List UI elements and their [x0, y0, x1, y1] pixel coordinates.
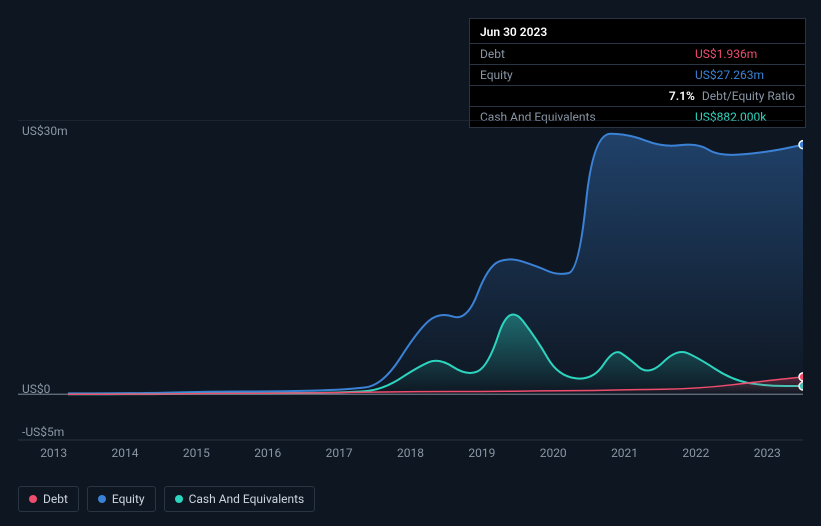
tooltip-label-ratio-spacer	[480, 89, 669, 103]
x-tick: 2018	[375, 446, 446, 460]
tooltip-value-equity: US$27.263m	[695, 68, 795, 82]
tooltip-ratio-label: Debt/Equity Ratio	[702, 89, 795, 103]
tooltip-row-ratio: 7.1% Debt/Equity Ratio	[470, 85, 805, 106]
legend: Debt Equity Cash And Equivalents	[18, 486, 315, 512]
tooltip-panel: Jun 30 2023 Debt US$1.936m Equity US$27.…	[469, 18, 806, 128]
tooltip-row-equity: Equity US$27.263m	[470, 64, 805, 85]
x-tick: 2023	[732, 446, 803, 460]
tooltip-label-equity: Equity	[480, 68, 695, 82]
tooltip-value-debt: US$1.936m	[695, 47, 795, 61]
x-axis-labels: 2013 2014 2015 2016 2017 2018 2019 2020 …	[18, 446, 803, 460]
tooltip-ratio-value: 7.1%	[669, 89, 695, 103]
legend-dot-equity	[98, 495, 106, 503]
chart-area[interactable]	[18, 120, 803, 475]
tooltip-label-debt: Debt	[480, 47, 695, 61]
legend-dot-cash	[175, 495, 183, 503]
legend-item-cash[interactable]: Cash And Equivalents	[164, 486, 316, 512]
legend-label-equity: Equity	[112, 492, 145, 506]
tooltip-row-debt: Debt US$1.936m	[470, 43, 805, 64]
legend-label-debt: Debt	[43, 492, 68, 506]
x-tick: 2015	[161, 446, 232, 460]
legend-dot-debt	[29, 495, 37, 503]
tooltip-value-ratio: 7.1% Debt/Equity Ratio	[669, 89, 795, 103]
tooltip-date: Jun 30 2023	[470, 19, 805, 43]
x-tick: 2013	[18, 446, 89, 460]
x-tick: 2020	[518, 446, 589, 460]
legend-label-cash: Cash And Equivalents	[189, 492, 305, 506]
x-tick: 2022	[660, 446, 731, 460]
x-tick: 2016	[232, 446, 303, 460]
x-tick: 2014	[89, 446, 160, 460]
x-tick: 2021	[589, 446, 660, 460]
legend-item-equity[interactable]: Equity	[87, 486, 156, 512]
legend-item-debt[interactable]: Debt	[18, 486, 79, 512]
x-tick: 2017	[303, 446, 374, 460]
chart-svg	[18, 120, 803, 460]
x-tick: 2019	[446, 446, 517, 460]
